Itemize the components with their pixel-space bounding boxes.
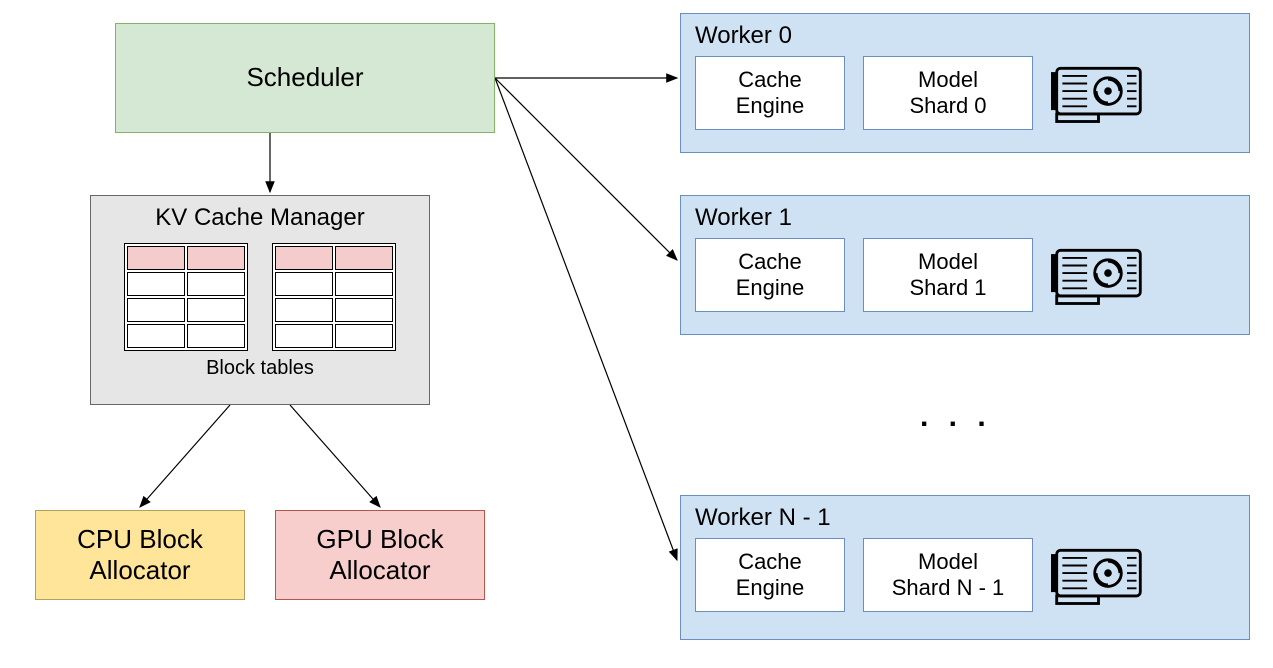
- block-tables: [124, 243, 396, 351]
- scheduler-box: Scheduler: [115, 23, 495, 133]
- cache-engine-box: CacheEngine: [695, 238, 845, 312]
- gpu-icon: [1051, 62, 1146, 124]
- worker-title: Worker 0: [695, 22, 792, 50]
- kv-cache-manager-box: KV Cache Manager Block tables: [90, 195, 430, 405]
- gpu-block-allocator-box: GPU Block Allocator: [275, 510, 485, 600]
- cache-engine-box: CacheEngine: [695, 56, 845, 130]
- arrow-scheduler-to-worker1: [495, 78, 677, 260]
- block-tables-caption: Block tables: [206, 357, 314, 380]
- gpu-icon: [1051, 544, 1146, 606]
- cache-engine-box: CacheEngine: [695, 538, 845, 612]
- cpu-block-allocator-box: CPU Block Allocator: [35, 510, 245, 600]
- worker-title: Worker 1: [695, 204, 792, 232]
- model-shard-box: ModelShard 1: [863, 238, 1033, 312]
- gpu-icon: [1051, 244, 1146, 306]
- cpu-alloc-line1: CPU Block: [77, 524, 203, 555]
- workers-ellipsis: . . .: [920, 400, 992, 434]
- worker-box-0: Worker 0 CacheEngine ModelShard 0: [680, 13, 1250, 153]
- model-shard-box: ModelShard N - 1: [863, 538, 1033, 612]
- worker-inner: CacheEngine ModelShard N - 1: [695, 538, 1146, 612]
- block-table-1: [124, 243, 248, 351]
- gpu-alloc-line1: GPU Block: [316, 524, 443, 555]
- arrow-kv-to-cpu: [140, 405, 230, 507]
- cpu-alloc-line2: Allocator: [89, 555, 190, 586]
- worker-inner: CacheEngine ModelShard 1: [695, 238, 1146, 312]
- worker-box-1: Worker 1 CacheEngine ModelShard 1: [680, 195, 1250, 335]
- block-table-2: [272, 243, 396, 351]
- model-shard-box: ModelShard 0: [863, 56, 1033, 130]
- scheduler-label: Scheduler: [246, 62, 363, 93]
- worker-inner: CacheEngine ModelShard 0: [695, 56, 1146, 130]
- arrow-kv-to-gpu: [290, 405, 380, 507]
- worker-title: Worker N - 1: [695, 504, 831, 532]
- worker-box-2: Worker N - 1 CacheEngine ModelShard N - …: [680, 495, 1250, 640]
- arrow-scheduler-to-workerN: [495, 78, 677, 560]
- kv-manager-label: KV Cache Manager: [155, 204, 364, 233]
- gpu-alloc-line2: Allocator: [329, 555, 430, 586]
